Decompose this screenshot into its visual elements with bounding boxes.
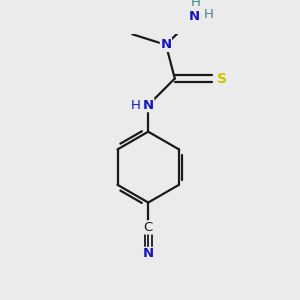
Text: H: H: [191, 0, 201, 9]
Text: H: H: [131, 99, 141, 112]
Text: N: N: [143, 248, 154, 260]
Text: C: C: [144, 221, 153, 234]
Text: S: S: [217, 71, 227, 85]
Text: N: N: [143, 99, 154, 112]
Text: H: H: [203, 8, 213, 21]
Text: N: N: [160, 38, 172, 51]
Text: N: N: [189, 10, 200, 23]
